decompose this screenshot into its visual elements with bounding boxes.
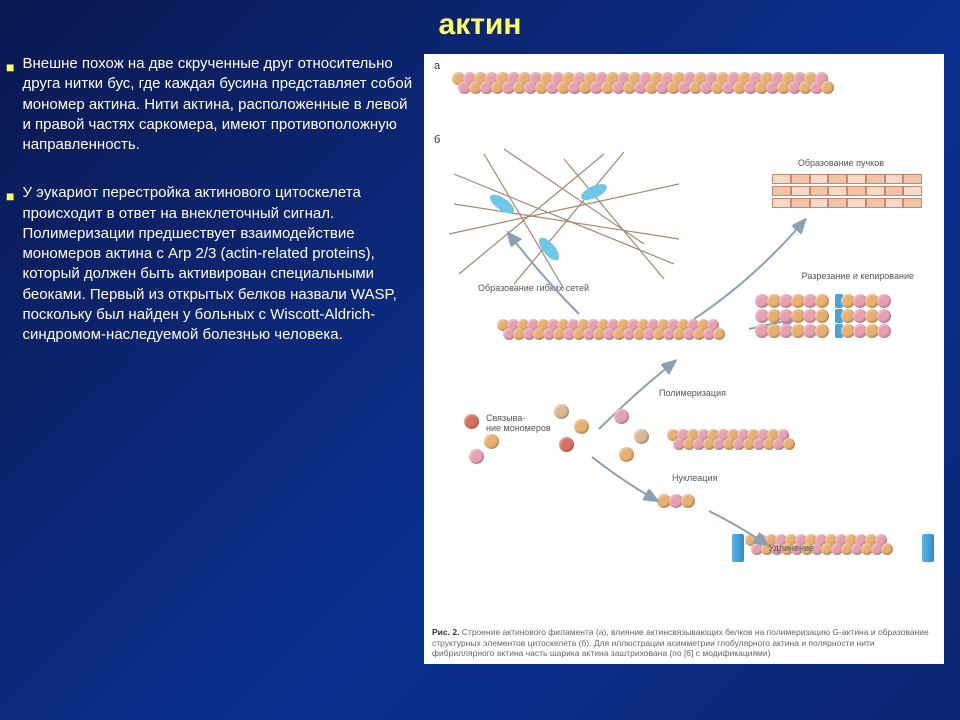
diagram-panel: а б Образование гибких сетей — [424, 54, 944, 664]
arrow-nucleation — [584, 452, 664, 507]
label-nucleation: Нуклеация — [672, 474, 717, 484]
nucleation-seed — [659, 494, 695, 513]
label-polymerization: Полимеризация — [659, 389, 726, 399]
bullet-marker: ■ — [6, 187, 14, 206]
figure-caption: Рис. 2. Строение актинового филамента (а… — [432, 627, 936, 658]
content-row: ■ Внешне похож на две скрученные друг от… — [0, 42, 960, 664]
page-title: актин — [0, 0, 960, 42]
bullet-item-1: ■ Внешне похож на две скрученные друг от… — [6, 54, 416, 155]
bullet-text-2: У эукариот перестройка актинового цитоск… — [22, 183, 416, 345]
cap-right — [922, 534, 934, 562]
panel-a-label: а — [434, 60, 440, 72]
label-bundles: Образование пучков — [798, 159, 884, 169]
bullet-marker: ■ — [6, 58, 14, 77]
panel-b-label: б — [434, 134, 440, 146]
caption-text: Строение актинового филамента (а), влиян… — [432, 627, 929, 657]
label-elongation: Удлинение — [768, 544, 814, 554]
bullet-text-1: Внешне похож на две скрученные друг отно… — [22, 54, 416, 155]
label-binding: Связыва- ние мономеров — [486, 414, 551, 434]
mid-filament — [499, 319, 759, 349]
text-column: ■ Внешне похож на две скрученные друг от… — [6, 54, 416, 664]
arrow-elongation — [704, 506, 774, 551]
bundles-diagram — [772, 174, 922, 210]
bullet-item-2: ■ У эукариот перестройка актинового цито… — [6, 183, 416, 345]
label-cutting: Разрезание и кепирование — [802, 272, 914, 282]
cut-stack — [757, 294, 922, 339]
arrow-to-network — [484, 219, 604, 319]
caption-bold: Рис. 2. — [432, 627, 459, 637]
actin-filament — [454, 72, 924, 102]
lower-filament — [669, 429, 814, 457]
